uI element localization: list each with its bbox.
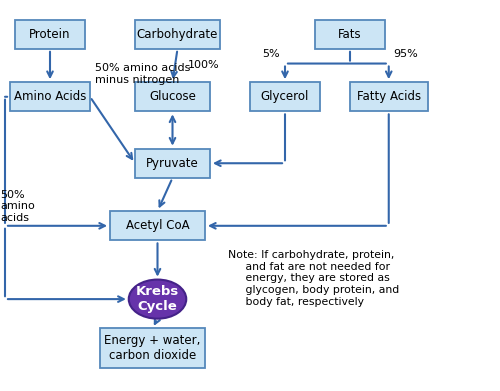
Text: 50% amino acids
minus nitrogen: 50% amino acids minus nitrogen	[95, 63, 190, 85]
Text: Acetyl CoA: Acetyl CoA	[126, 219, 190, 232]
FancyBboxPatch shape	[250, 82, 320, 111]
Text: Pyruvate: Pyruvate	[146, 157, 199, 170]
Text: Note: If carbohydrate, protein,
     and fat are not needed for
     energy, the: Note: If carbohydrate, protein, and fat …	[228, 250, 399, 307]
Text: Protein: Protein	[29, 28, 71, 41]
FancyBboxPatch shape	[315, 20, 385, 49]
Text: Carbohydrate: Carbohydrate	[137, 28, 218, 41]
FancyBboxPatch shape	[100, 328, 205, 368]
Text: Amino Acids: Amino Acids	[14, 90, 86, 103]
Text: 5%: 5%	[262, 49, 280, 59]
FancyBboxPatch shape	[350, 82, 428, 111]
Ellipse shape	[129, 280, 186, 319]
FancyBboxPatch shape	[110, 211, 205, 240]
Text: Energy + water,
carbon dioxide: Energy + water, carbon dioxide	[104, 334, 200, 362]
FancyBboxPatch shape	[135, 82, 210, 111]
Text: Fats: Fats	[338, 28, 362, 41]
Text: Glycerol: Glycerol	[261, 90, 309, 103]
FancyBboxPatch shape	[135, 20, 220, 49]
Text: Fatty Acids: Fatty Acids	[356, 90, 421, 103]
Text: Glucose: Glucose	[149, 90, 196, 103]
FancyBboxPatch shape	[135, 149, 210, 178]
Text: 100%: 100%	[188, 61, 219, 70]
Text: Krebs
Cycle: Krebs Cycle	[136, 285, 179, 313]
FancyBboxPatch shape	[15, 20, 85, 49]
Text: 95%: 95%	[394, 49, 418, 59]
Text: 50%
amino
acids: 50% amino acids	[0, 190, 35, 223]
FancyBboxPatch shape	[10, 82, 90, 111]
